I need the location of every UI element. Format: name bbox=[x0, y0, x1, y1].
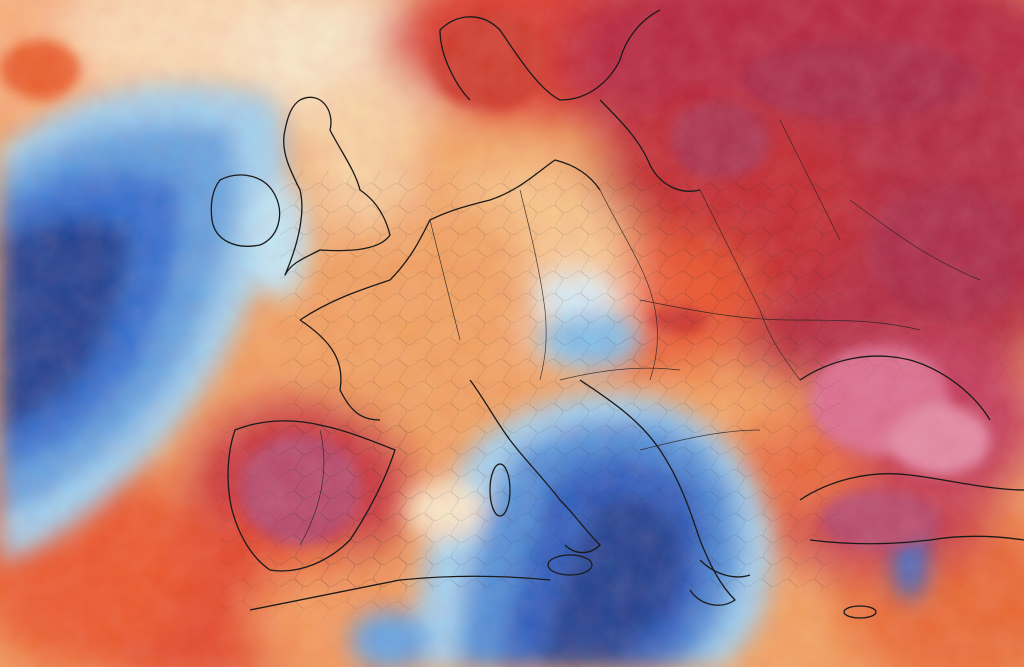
admin-subdivisions-iberia bbox=[220, 420, 420, 620]
admin-subdivisions-east bbox=[620, 80, 1024, 380]
